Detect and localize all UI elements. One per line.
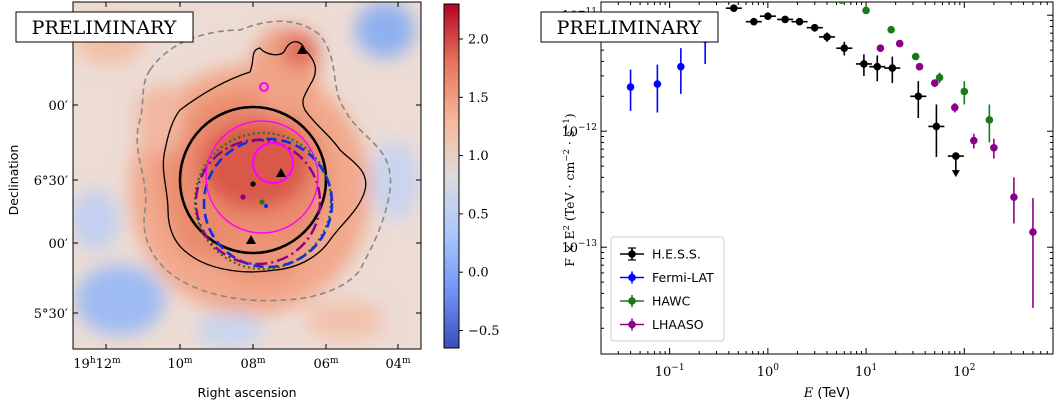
h-e-s-s-point [781,15,789,24]
colorbar-tick-label: −0.5 [468,324,500,339]
sky-map-ticks [73,2,421,349]
colorbar: 2.0 1.5 1.0 0.5 0.0 −0.5 [443,3,500,349]
triangle-marker [276,168,286,177]
h-e-s-s-point [873,62,882,71]
h-e-s-s-point [823,33,831,41]
lhaaso-extension-circle [194,138,322,266]
legend-lhaaso-marker [628,320,636,329]
legend-hawc-marker [628,297,636,305]
x-tick-label: 100 [757,363,780,380]
ra-tick-label: 08m [240,356,266,372]
lhaaso-point [915,62,924,71]
lhaaso-point [950,103,959,112]
flux-axis-label: F × E2 (TeV · cm−2 · s−1) [562,113,577,266]
sky-map-heatmap [73,2,421,349]
fermi-extension-circle [202,137,334,269]
contour-solid-black [162,41,367,273]
hawc-point [862,6,870,15]
lhaaso-point [895,39,904,48]
sky-map-panel: 19h12m 10m 08m 06m 04m 00′ 6°30′ 00′ 5°3… [6,1,422,400]
energy-axis-label: E (TeV) [803,386,850,401]
h-e-s-s-point [810,23,819,32]
fermi-centroid-dot [263,203,269,209]
h-e-s-s-point [750,17,758,26]
dec-tick-label: 6°30′ [34,174,68,189]
lhaaso-point [876,44,885,52]
fermi-lat-point [677,62,685,71]
lhaaso-centroid-dot [240,194,246,200]
x-tick-label: 101 [855,363,877,380]
y-tick-label: 10−13 [561,239,597,256]
ra-tick-label: 10m [167,356,193,372]
h-e-s-s-point [840,44,849,52]
x-tick-label: 10−1 [655,363,685,380]
contour-dashed-grey [136,20,392,302]
dec-tick-label: 5°30′ [34,307,68,322]
fermi-lat-point [626,83,635,91]
dec-axis-label: Declination [6,145,21,216]
x-tick-label: 102 [953,363,975,380]
lhaaso-point [990,143,998,152]
colorbar-tick-label: 0.5 [468,207,489,222]
legend-hawc-label: HAWC [652,294,691,309]
sky-map-frame [72,1,422,350]
hawc-point [911,52,920,61]
h-e-s-s-point [860,60,868,68]
colorbar-gradient [443,3,460,349]
legend-fermi-lat-marker [628,273,636,282]
preliminary-badge: PRELIMINARY [557,17,702,39]
preliminary-badge-box [15,11,194,43]
hawc-point [935,73,944,82]
colorbar-tick-label: 1.0 [468,149,489,164]
hawc-point [887,25,895,34]
sed-data [626,2,1037,308]
legend-fermi-lat-label: Fermi-LAT [652,270,714,285]
h-e-s-s-point [764,12,772,21]
ra-tick-label: 04m [385,356,411,372]
h-e-s-s-point [914,92,923,101]
hawc-point [985,116,994,124]
hawc-point [838,2,845,4]
lhaaso-point [1010,193,1018,201]
fermi-lat-point [653,80,662,88]
magenta-ring-marker [259,82,269,92]
magenta-small-circle [251,141,295,185]
hess-centroid-dot [250,181,256,187]
colorbar-tick-label: 2.0 [468,32,489,47]
legend-lhaaso-label: LHAASO [652,317,704,332]
h-e-s-s-point [888,64,897,72]
triangle-marker [246,235,256,244]
triangle-marker [297,45,307,54]
preliminary-badge: PRELIMINARY [32,17,177,39]
h-e-s-s-point [795,17,804,26]
colorbar-tick-label: 1.5 [468,91,489,106]
legend-box [610,236,725,342]
h-e-s-s-point [730,4,738,12]
ra-axis-label: Right ascension [197,385,296,400]
preliminary-badge-box [540,11,719,43]
hawc-point [960,87,969,96]
dec-tick-label: 00′ [49,237,69,252]
legend-h-e-s-s-label: H.E.S.S. [652,247,701,262]
hess-extension-circle [178,105,328,255]
h-e-s-s-point [932,122,941,131]
h-e-s-s-point [952,152,960,160]
colorbar-ticks: 2.0 1.5 1.0 0.5 0.0 −0.5 [459,32,500,339]
h-e-s-s-upper-limit-arrow [951,170,960,178]
ra-tick-label: 19h12m [73,356,121,372]
magenta-large-circle [205,120,319,234]
hawc-centroid-dot [259,199,265,205]
dec-tick-label: 00′ [49,99,69,114]
y-tick-label: 10−12 [561,123,597,140]
lhaaso-point [970,136,978,145]
legend-h-e-s-s-marker [628,250,636,258]
lhaaso-point [1029,228,1037,236]
colorbar-tick-label: 0.0 [468,266,489,281]
sed-legend: H.E.S.S. Fermi-LAT HAWC LHAASO [610,236,725,342]
lhaaso-point [930,79,939,87]
ra-tick-label: 06m [313,356,339,372]
